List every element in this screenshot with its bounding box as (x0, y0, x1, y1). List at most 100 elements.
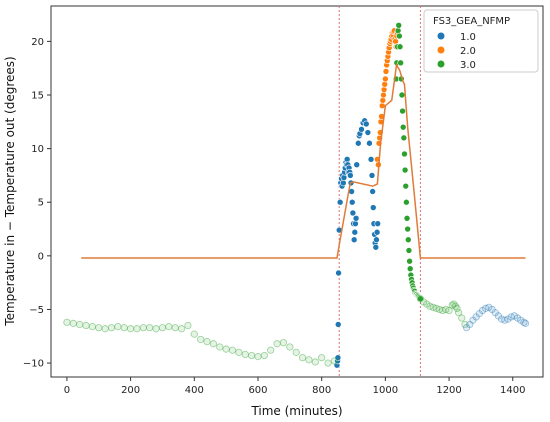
scatter-point (450, 300, 458, 308)
scatter-point (461, 320, 469, 329)
scatter-point (165, 323, 173, 331)
x-tick-label: 1400 (500, 385, 525, 396)
x-tick-label: 800 (312, 385, 331, 396)
x-tick-label: 1200 (436, 385, 461, 396)
scatter-point (298, 354, 307, 362)
x-tick-label: 400 (185, 385, 204, 396)
scatter-point (366, 139, 373, 147)
scatter-point (423, 300, 431, 308)
x-tick-label: 1000 (373, 385, 398, 396)
scatter-point (429, 303, 437, 311)
scatter-point (362, 120, 370, 128)
scatter-point (340, 174, 348, 181)
scatter-point (458, 314, 466, 322)
scatter-point (475, 310, 483, 318)
scatter-point (472, 313, 480, 321)
scatter-point (334, 321, 342, 328)
legend-marker-3 (437, 60, 445, 68)
scatter-point (491, 309, 499, 317)
y-tick-label: 20 (31, 37, 44, 48)
scatter-point (417, 295, 424, 303)
legend-marker-1 (437, 32, 445, 40)
legend-label-2: 2.0 (460, 46, 476, 57)
scatter-point (510, 312, 518, 320)
scatter-points (63, 22, 530, 369)
scatter-point (241, 350, 249, 359)
scatter-point (455, 309, 463, 317)
y-tick-label: 15 (31, 90, 44, 101)
x-tick-label: 0 (64, 385, 70, 396)
scatter-point (373, 236, 380, 244)
scatter-point (513, 314, 522, 322)
y-axis-ticks: −10 −5 0 5 10 15 20 (23, 37, 51, 370)
scatter-point (343, 156, 351, 163)
scatter-point (394, 27, 402, 34)
scatter-point (432, 304, 440, 312)
scatter-point (507, 313, 515, 321)
scatter-point (311, 358, 319, 366)
legend-title: FS3_GEA_NFMP (433, 16, 510, 27)
scatter-point (419, 298, 428, 306)
scatter-point (399, 123, 407, 131)
scatter-point (404, 225, 411, 233)
x-axis-label: Time (minutes) (250, 404, 342, 418)
scatter-point (462, 324, 471, 332)
scatter-point (520, 318, 528, 326)
scatter-point (330, 357, 339, 365)
y-tick-label: 0 (38, 251, 44, 262)
scatter-point (349, 209, 357, 217)
scatter-point (216, 343, 224, 351)
scatter-point (396, 32, 403, 40)
scatter-point (353, 161, 361, 168)
scatter-point (403, 198, 410, 206)
scatter-point (485, 303, 493, 311)
scatter-point (352, 220, 359, 227)
legend-label-3: 3.0 (460, 60, 476, 71)
scatter-point (352, 215, 360, 222)
scatter-point (398, 91, 406, 99)
scatter-point (372, 243, 380, 251)
scatter-point (406, 257, 413, 265)
scatter-point (228, 346, 237, 354)
scatter-point (120, 324, 128, 332)
scatter-point (82, 321, 90, 330)
scatter-point (350, 236, 358, 244)
scatter-point (442, 305, 450, 314)
scatter-point (381, 80, 389, 88)
scatter-point (88, 323, 96, 331)
scatter-point (378, 102, 386, 110)
line-series (81, 62, 526, 259)
scatter-point (367, 156, 375, 163)
scatter-point (397, 59, 404, 67)
x-tick-label: 600 (248, 385, 267, 396)
scatter-point (439, 306, 447, 315)
scatter-point (498, 315, 506, 323)
scatter-point (158, 324, 167, 332)
scatter-point (358, 126, 365, 133)
scatter-point (95, 324, 103, 332)
scatter-point (405, 247, 413, 254)
scatter-point (279, 339, 288, 347)
scatter-point (395, 22, 403, 29)
scatter-point (267, 346, 275, 354)
scatter-point (373, 228, 381, 236)
scatter-point (254, 353, 262, 361)
scatter-point (76, 320, 84, 329)
scatter-point (133, 325, 141, 333)
scatter-point (478, 306, 487, 315)
legend-marker-2 (437, 46, 445, 54)
scatter-point (203, 338, 211, 346)
y-tick-label: 5 (38, 198, 44, 209)
scatter-point (469, 316, 477, 324)
scatter-point (139, 324, 147, 332)
scatter-point (171, 324, 179, 332)
scatter-point (114, 323, 122, 331)
scatter-point (403, 215, 411, 222)
scatter-point (401, 166, 409, 174)
scatter-point (177, 325, 186, 333)
scatter-point (336, 198, 344, 206)
scatter-point (401, 150, 408, 158)
scatter-point (521, 319, 530, 327)
scatter-point (127, 325, 135, 333)
